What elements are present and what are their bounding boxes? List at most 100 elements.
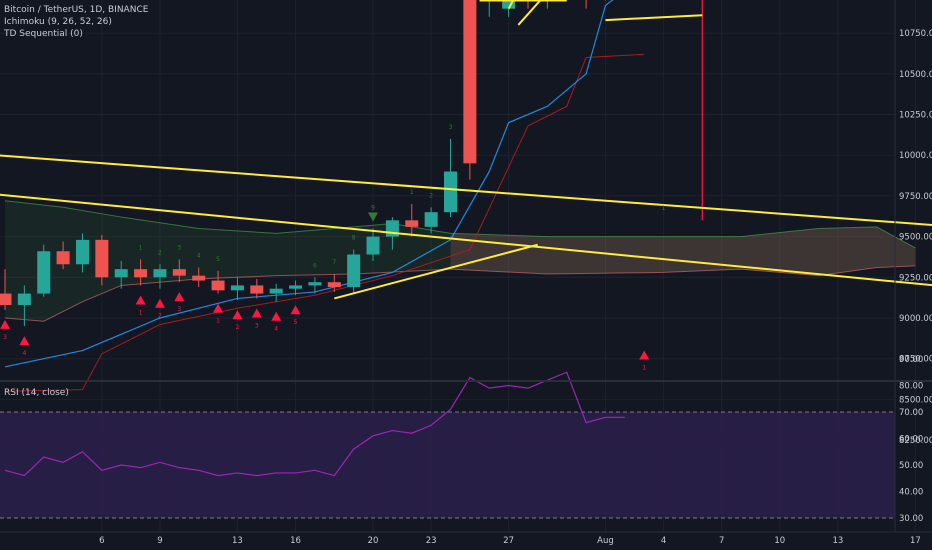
td-count-label: 6 xyxy=(313,262,317,269)
ichimoku-legend[interactable]: Ichimoku (9, 26, 52, 26) xyxy=(4,17,112,27)
rsi-tick-label: 80.00 xyxy=(899,382,923,392)
td-buy-setup-arrow xyxy=(232,310,243,320)
td-legend[interactable]: TD Sequential (0) xyxy=(4,29,83,39)
candle xyxy=(405,204,419,237)
candle xyxy=(250,278,264,299)
candle xyxy=(230,277,244,301)
candle-body xyxy=(463,0,477,164)
td-buy-setup-arrow xyxy=(213,303,224,313)
time-tick-label: 16 xyxy=(290,536,301,546)
td-count-label: 4 xyxy=(197,253,201,260)
time-tick-label: 27 xyxy=(503,536,514,546)
candle-body xyxy=(56,251,70,265)
candle-body xyxy=(250,285,264,294)
price-tick-label: 8500.00 xyxy=(899,395,932,405)
price-tick-label: 10750.00 xyxy=(899,29,932,39)
candle-body xyxy=(0,293,12,305)
candle xyxy=(211,270,225,294)
yellow-trendline xyxy=(0,154,932,227)
yellow-trendline xyxy=(0,193,932,287)
rsi-tick-label: 40.00 xyxy=(899,488,923,498)
candle xyxy=(172,259,186,283)
candle-body xyxy=(405,220,419,227)
td-count-label: 1 xyxy=(662,205,666,212)
price-tick-label: 10250.00 xyxy=(899,111,932,121)
price-tick-label: 9500.00 xyxy=(899,233,932,243)
candle xyxy=(482,0,496,17)
candle-body xyxy=(444,171,458,213)
candle-body xyxy=(230,285,244,291)
candle-body xyxy=(134,269,148,278)
time-tick-label: Aug xyxy=(597,536,614,546)
candle xyxy=(585,0,587,9)
td-count-label: 1 xyxy=(410,189,414,196)
price-tick-label: 9750.00 xyxy=(899,192,932,202)
td-count-label: 1 xyxy=(216,318,220,325)
price-tick-label: 10500.00 xyxy=(899,70,932,80)
candle-body xyxy=(192,275,206,281)
candle xyxy=(0,269,12,310)
td-count-label: 2 xyxy=(158,313,162,320)
price-tick-label: 10000.00 xyxy=(899,151,932,161)
candle xyxy=(604,0,606,1)
rsi-tick-label: 50.00 xyxy=(899,461,923,471)
symbol-legend[interactable]: Bitcoin / TetherUS, 1D, BINANCE xyxy=(4,5,149,15)
candle xyxy=(463,0,477,180)
candle-body xyxy=(308,282,322,286)
rsi-tick-label: 30.00 xyxy=(899,514,923,524)
candle xyxy=(114,261,128,289)
time-tick-label: 20 xyxy=(368,536,379,546)
price-tick-label: 8250.00 xyxy=(899,436,932,446)
td-buy-setup-arrow xyxy=(154,298,165,308)
candle xyxy=(366,228,380,262)
td-count-label: 2 xyxy=(236,324,240,331)
candle-body xyxy=(153,269,167,278)
td-count-label: 7 xyxy=(332,259,336,266)
time-tick-label: 13 xyxy=(232,536,243,546)
td-buy-setup-arrow xyxy=(19,336,30,346)
time-tick-label: 7 xyxy=(719,536,724,546)
td-count-label: 4 xyxy=(22,350,26,357)
candle-body xyxy=(37,251,51,294)
candle-body xyxy=(269,288,283,294)
td-count-label: 2 xyxy=(429,192,433,199)
td-count-label: 4 xyxy=(274,326,278,333)
td-count-label: 1 xyxy=(642,365,646,372)
price-tick-label: 8750.00 xyxy=(899,355,932,365)
td-buy-setup-arrow xyxy=(251,308,262,318)
candles xyxy=(0,0,606,327)
candle xyxy=(347,249,361,294)
td-buy-setup-arrow xyxy=(0,319,10,329)
candle xyxy=(75,233,89,273)
td-buy-setup-arrow xyxy=(271,311,282,321)
candle-body xyxy=(172,269,186,276)
td-count-label: 1 xyxy=(139,309,143,316)
candle xyxy=(56,241,70,270)
senkou-span-a xyxy=(4,200,916,249)
candle xyxy=(153,264,167,289)
td-sell-setup-arrow xyxy=(368,212,379,222)
td-count-label: 5 xyxy=(294,319,298,326)
candle xyxy=(17,285,31,327)
candle-body xyxy=(347,254,361,288)
candle-body xyxy=(366,236,380,255)
candle-body xyxy=(502,0,516,9)
td-buy-setup-arrow xyxy=(639,350,650,360)
rsi-legend[interactable]: RSI (14, close) xyxy=(4,388,69,398)
rsi-pane xyxy=(0,371,895,519)
td-sequential-marks: 123456789123456789134123123451 xyxy=(0,124,666,372)
rsi-tick-label: 70.00 xyxy=(899,408,923,418)
candle xyxy=(37,244,51,297)
rsi-line xyxy=(4,371,625,477)
td-count-label: 1 xyxy=(139,244,143,251)
td-buy-setup-arrow xyxy=(290,305,301,315)
time-tick-label: 23 xyxy=(426,536,437,546)
price-tick-label: 9250.00 xyxy=(899,273,932,283)
trendlines xyxy=(0,0,932,300)
td-count-label: 3 xyxy=(449,124,453,131)
candle-body xyxy=(17,293,31,305)
candle xyxy=(424,207,438,234)
candle-body xyxy=(75,239,89,265)
